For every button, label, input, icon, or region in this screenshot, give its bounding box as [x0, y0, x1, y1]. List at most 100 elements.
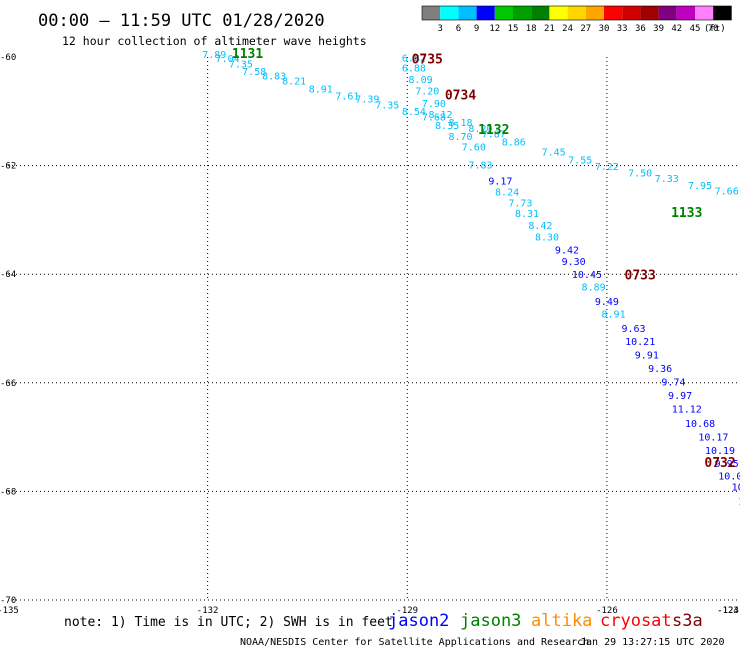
colorbar-swatch	[713, 6, 732, 20]
pass-id-label: 1132	[478, 123, 509, 138]
chart-subtitle: 12 hour collection of altimeter wave hei…	[62, 34, 367, 48]
swh-value-label: 7.87	[482, 129, 506, 140]
colorbar-level-label: 18	[526, 24, 537, 34]
y-tick-label: -60	[0, 53, 16, 63]
swh-value-label: 9.91	[635, 350, 659, 361]
colorbar-level-label: 24	[562, 24, 573, 34]
y-tick-label: -64	[0, 270, 16, 280]
swh-value-label: 7.33	[655, 174, 679, 185]
swh-value-label: 9.95	[715, 459, 739, 470]
pass-id-label: 0732	[704, 456, 735, 471]
swh-value-label: 7.22	[595, 162, 619, 173]
timestamp: Jan 29 13:27:15 UTC 2020	[580, 637, 725, 648]
swh-value-label: 8.83	[262, 71, 286, 82]
colorbar-unit: (ft)	[704, 24, 726, 34]
swh-value-label: 7.68	[422, 113, 446, 124]
swh-value-label: 7.66	[715, 186, 739, 197]
x-tick-label: -126	[596, 606, 618, 616]
colorbar-swatch	[695, 6, 714, 20]
swh-value-label: 9.42	[555, 246, 579, 257]
swh-value-label: 8.09	[409, 75, 433, 86]
x-tick-label: -129	[396, 606, 418, 616]
swh-value-label: 6.88	[402, 64, 426, 75]
swh-value-label: 7.39	[355, 95, 379, 106]
colorbar-level-label: 15	[508, 24, 519, 34]
y-tick-label: -66	[0, 379, 16, 389]
swh-value-label: 7.35	[229, 59, 253, 70]
swh-value-label: 10.45	[572, 270, 602, 281]
swh-value-label: 11.37	[738, 497, 740, 508]
colorbar-swatch	[640, 6, 659, 20]
swh-value-label: 8.20	[468, 124, 492, 135]
swh-value-label: 9.74	[661, 378, 685, 389]
swh-value-label: 8.24	[495, 187, 519, 198]
pass-labels: 1131 0735 0734 1132 1133 0733 0732	[232, 47, 736, 471]
swh-value-label: 7.60	[462, 142, 486, 153]
colorbar-level-label: 6	[456, 24, 461, 34]
colorbar-frame	[421, 5, 732, 21]
colorbar-swatch	[604, 6, 623, 20]
colorbar-swatch	[513, 6, 532, 20]
swh-value-label: 10.06	[718, 471, 740, 482]
y-tick-label: -70	[0, 596, 16, 606]
legend-item-altika: altika	[531, 611, 592, 631]
x-tick-label: -135	[0, 606, 19, 616]
x-tick-label: -123	[717, 606, 739, 616]
colorbar-swatch	[458, 6, 477, 20]
swh-value-label: 7.20	[415, 86, 439, 97]
swh-value-label: 10.19	[705, 446, 735, 457]
colorbar-swatch	[676, 6, 695, 20]
pass-id-label: 1133	[671, 206, 702, 221]
legend-item-cryosat: cryosat	[600, 611, 672, 631]
colorbar-level-label: 27	[580, 24, 591, 34]
colorbar-level-label: 39	[653, 24, 664, 34]
colorbar-swatch	[440, 6, 459, 20]
pass-id-label: 0735	[412, 53, 443, 68]
swh-value-label: 7.61	[335, 91, 359, 102]
swh-value-label: 8.89	[582, 282, 606, 293]
swh-tracks: 7.897.047.357.588.838.218.917.617.397.35…	[202, 50, 740, 508]
x-tick-label: -124	[717, 606, 739, 616]
colorbar: 3 6 9 12 15 18 21 24 27 30 33 36 39 42 45 70	[421, 5, 732, 34]
swh-value-label: 11.12	[672, 405, 702, 416]
swh-value-label: 9.63	[621, 324, 645, 335]
swh-value-label: 8.54	[402, 107, 426, 118]
swh-value-label: 8.21	[282, 77, 306, 88]
legend-item-jason3: jason3	[460, 611, 521, 631]
pass-id-label: 0734	[445, 88, 476, 103]
colorbar-swatch	[531, 6, 550, 20]
axis-ticks: -135 -132 -129 -126 -123-124 -60 -62 -64 -66 -68 -…	[0, 53, 739, 616]
legend-item-jason2: jason2	[388, 611, 449, 631]
colorbar-swatch	[567, 6, 586, 20]
swh-value-label: 9.30	[562, 257, 586, 268]
colorbar-level-label: 36	[635, 24, 646, 34]
swh-value-label: 9.97	[668, 391, 692, 402]
footnote: note: 1) Time is in UTC; 2) SWH is in fe…	[64, 615, 393, 630]
legend-item-s3a: s3a	[672, 611, 703, 631]
credit: NOAA/NESDIS Center for Satellite Applica…	[240, 637, 589, 648]
swh-value-label: 7.83	[468, 160, 492, 171]
colorbar-swatch	[476, 6, 495, 20]
swh-value-label: 10.21	[625, 337, 655, 348]
colorbar-level-label: 42	[671, 24, 682, 34]
swh-value-label: 7.73	[508, 198, 532, 209]
swh-value-label: 8.30	[535, 233, 559, 244]
swh-value-label: 7.89	[202, 50, 226, 61]
swh-value-label: 8.35	[435, 121, 459, 132]
colorbar-level-label: 33	[617, 24, 628, 34]
swh-value-label: 8.91	[309, 84, 333, 95]
colorbar-level-label: 3	[437, 24, 442, 34]
swh-value-label: 6.82	[402, 53, 426, 64]
colorbar-level-label: 12	[489, 24, 500, 34]
y-tick-label: -68	[0, 487, 16, 497]
swh-value-label: 7.58	[242, 67, 266, 78]
swh-value-label: 10.68	[685, 419, 715, 430]
y-tick-label: -62	[0, 162, 16, 172]
colorbar-level-label: 21	[544, 24, 555, 34]
swh-value-label: 9.17	[488, 177, 512, 188]
swh-value-label: 9.36	[648, 364, 672, 375]
pass-id-label: 1131	[232, 47, 263, 62]
swh-value-label: 7.50	[628, 168, 652, 179]
colorbar-level-label: 45	[690, 24, 701, 34]
colorbar-swatch	[422, 6, 441, 20]
